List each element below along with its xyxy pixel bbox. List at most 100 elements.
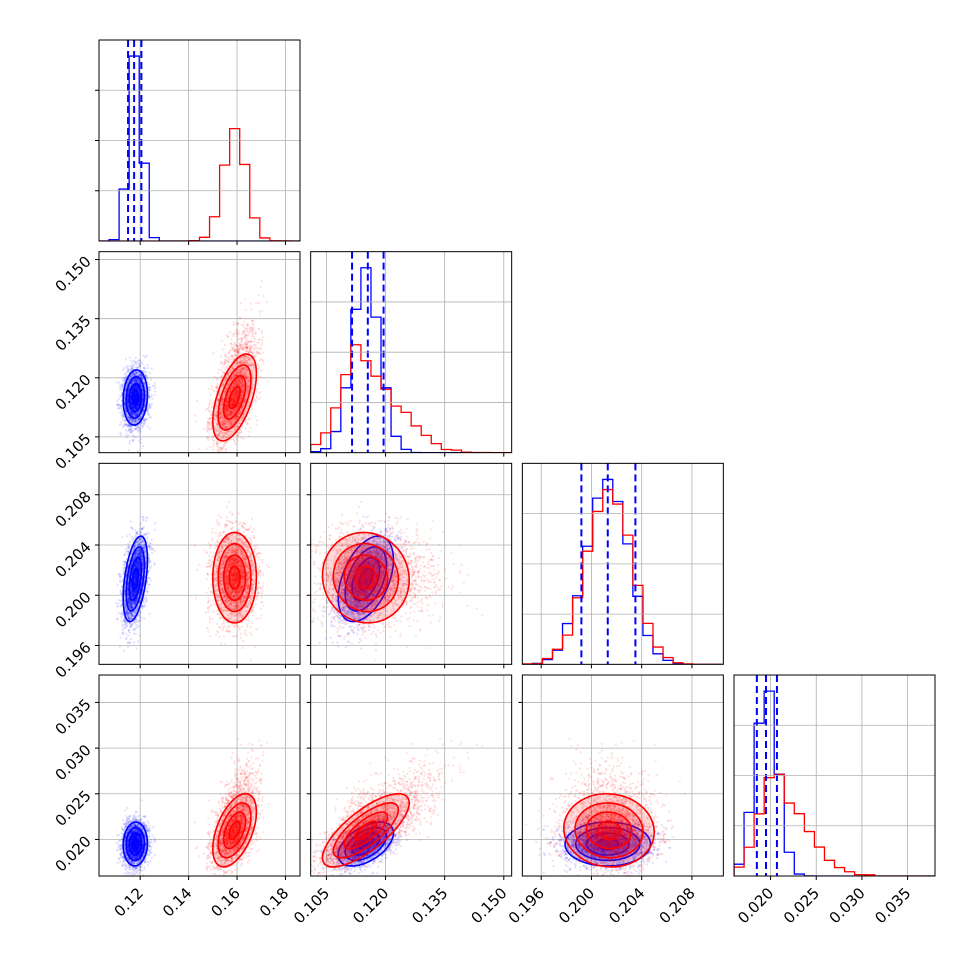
scatter-point bbox=[233, 333, 235, 335]
scatter-point bbox=[194, 415, 196, 417]
scatter-point bbox=[249, 328, 251, 330]
scatter-point bbox=[217, 372, 219, 374]
scatter-point bbox=[225, 442, 227, 444]
scatter-point bbox=[258, 328, 260, 330]
hist-step-blue bbox=[99, 56, 300, 241]
scatter-point bbox=[240, 324, 242, 326]
scatter-point bbox=[120, 422, 122, 424]
scatter-point bbox=[220, 356, 222, 358]
scatter-point bbox=[253, 340, 255, 342]
scatter-point bbox=[250, 340, 252, 342]
scatter-point bbox=[250, 427, 252, 429]
scatter-point bbox=[262, 352, 264, 354]
scatter-point bbox=[210, 422, 212, 424]
scatter-point bbox=[148, 383, 150, 385]
scatter-point bbox=[198, 448, 200, 450]
scatter-point bbox=[142, 445, 144, 447]
scatter-point bbox=[196, 400, 198, 402]
scatter-point bbox=[137, 430, 139, 432]
scatter-point bbox=[262, 360, 264, 362]
scatter-point bbox=[124, 376, 126, 378]
scatter-point bbox=[261, 280, 263, 282]
scatter-point bbox=[138, 359, 140, 361]
scatter-point bbox=[255, 351, 257, 353]
scatter-point bbox=[148, 372, 150, 374]
scatter-point bbox=[248, 435, 250, 437]
scatter-point bbox=[241, 431, 243, 433]
scatter-point bbox=[212, 352, 214, 354]
panel-body bbox=[99, 40, 300, 241]
scatter-point bbox=[250, 309, 252, 311]
scatter-point bbox=[209, 446, 211, 448]
scatter-point bbox=[129, 365, 131, 367]
scatter-point bbox=[119, 384, 121, 386]
scatter-point bbox=[267, 380, 269, 382]
scatter-point bbox=[150, 394, 152, 396]
scatter-point bbox=[206, 459, 208, 461]
scatter-point bbox=[121, 386, 123, 388]
scatter-point bbox=[220, 447, 222, 449]
scatter-point bbox=[142, 355, 144, 357]
scatter-point bbox=[119, 432, 121, 434]
scatter-point bbox=[117, 407, 119, 409]
scatter-point bbox=[251, 335, 253, 337]
scatter-point bbox=[127, 425, 129, 427]
scatter-point bbox=[148, 404, 150, 406]
scatter-point bbox=[261, 342, 263, 344]
scatter-point bbox=[258, 370, 260, 372]
scatter-point bbox=[149, 389, 151, 391]
scatter-point bbox=[216, 378, 218, 380]
scatter-point bbox=[148, 398, 150, 400]
scatter-point bbox=[249, 303, 251, 305]
scatter-point bbox=[138, 440, 140, 442]
scatter-point bbox=[144, 420, 146, 422]
scatter-point bbox=[254, 331, 256, 333]
scatter-point bbox=[219, 442, 221, 444]
scatter-point bbox=[130, 359, 132, 361]
scatter-point bbox=[126, 436, 128, 438]
scatter-point bbox=[253, 344, 255, 346]
scatter-point bbox=[127, 371, 129, 373]
panel-body bbox=[99, 252, 300, 479]
scatter-point bbox=[259, 358, 261, 360]
scatter-point bbox=[139, 430, 141, 432]
scatter-point bbox=[241, 346, 243, 348]
scatter-point bbox=[211, 406, 213, 408]
scatter-point bbox=[255, 302, 257, 304]
scatter-point bbox=[238, 350, 240, 352]
scatter-point bbox=[230, 343, 232, 345]
scatter-point bbox=[258, 339, 260, 341]
scatter-point bbox=[249, 346, 251, 348]
scatter-point bbox=[259, 360, 261, 362]
scatter-point bbox=[237, 323, 239, 325]
scatter-point bbox=[238, 348, 240, 350]
scatter-point bbox=[121, 378, 123, 380]
scatter-point bbox=[245, 309, 247, 311]
scatter-point bbox=[136, 367, 138, 369]
scatter-point bbox=[241, 333, 243, 335]
scatter-point bbox=[261, 339, 263, 341]
scatter-point bbox=[222, 348, 224, 350]
scatter-point bbox=[138, 426, 140, 428]
scatter-point bbox=[232, 321, 234, 323]
scatter-point bbox=[249, 417, 251, 419]
scatter-point bbox=[258, 311, 260, 313]
scatter-point bbox=[205, 447, 207, 449]
scatter-point bbox=[256, 420, 258, 422]
scatter-point bbox=[256, 388, 258, 390]
scatter-point bbox=[151, 398, 153, 400]
scatter-point bbox=[236, 439, 238, 441]
scatter-point bbox=[253, 335, 255, 337]
scatter-point bbox=[262, 336, 264, 338]
scatter-point bbox=[153, 382, 155, 384]
scatter-point bbox=[150, 416, 152, 418]
scatter-point bbox=[125, 373, 127, 375]
scatter-point bbox=[257, 294, 259, 296]
scatter-point bbox=[151, 403, 153, 405]
scatter-point bbox=[251, 320, 253, 322]
scatter-point bbox=[132, 434, 134, 436]
scatter-point bbox=[211, 385, 213, 387]
scatter-point bbox=[145, 371, 147, 373]
scatter-point bbox=[262, 295, 264, 297]
